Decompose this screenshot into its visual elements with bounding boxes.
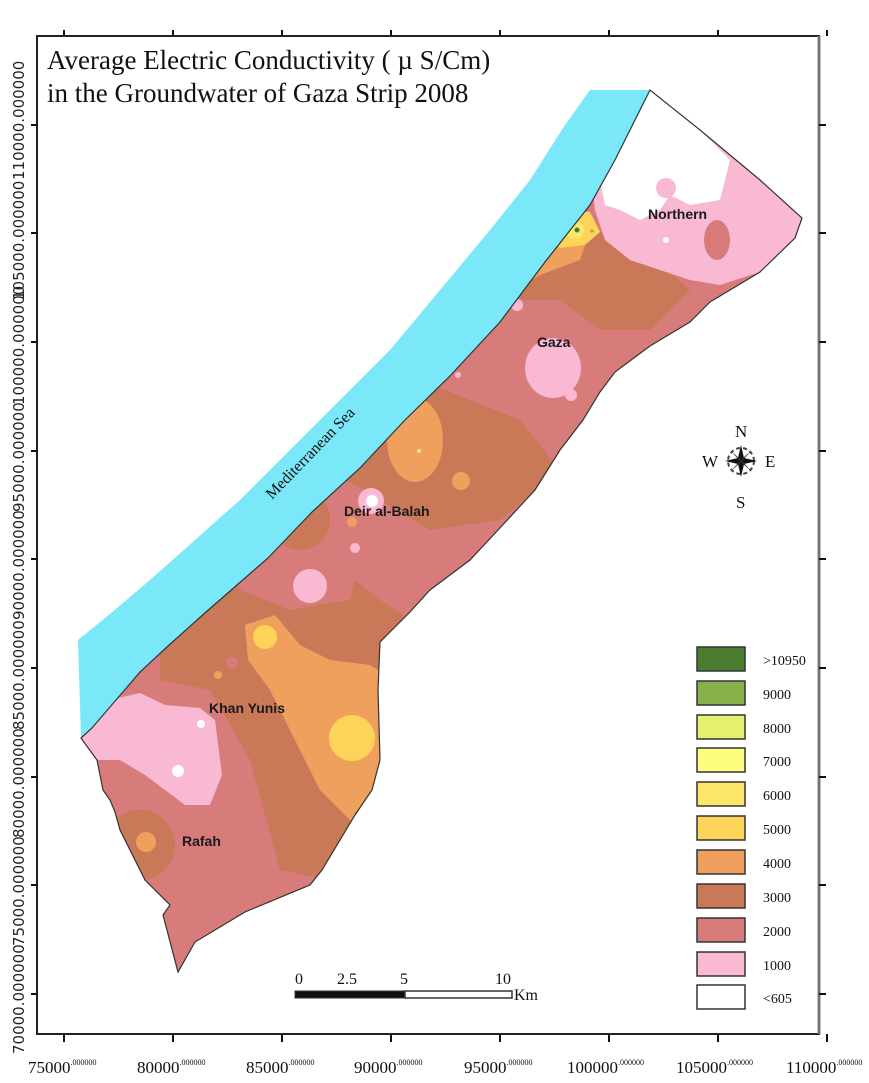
legend: >10950 9000 8000 7000 6000 5000 4000 30 (696, 646, 806, 1010)
scale-tick-5: 5 (400, 971, 408, 988)
y-tick-label: 90000.000000 (10, 510, 28, 620)
compass-west: W (702, 452, 719, 471)
scale-tick-10: 10 (495, 971, 511, 988)
map-title-line-2: in the Groundwater of Gaza Strip 2008 (47, 78, 469, 108)
y-axis-ticks (31, 124, 826, 995)
legend-item: 4000 (696, 849, 791, 875)
legend-label: 1000 (763, 959, 791, 974)
compass-south: S (736, 493, 745, 512)
gaza-strip-boundary (80, 89, 803, 974)
map-title: Average Electric Conductivity ( µ S/Cm) … (47, 44, 490, 110)
legend-item: 2000 (696, 917, 791, 943)
y-tick-label: 100000.000000 (10, 286, 28, 405)
legend-item: 9000 (696, 680, 791, 706)
mediterranean-sea (78, 90, 650, 738)
compass-north: N (735, 422, 747, 441)
scale-tick-0: 0 (295, 971, 303, 988)
place-label-deir-al-balah: Deir al-Balah (344, 503, 430, 519)
y-tick-label: 105000.000000 (10, 181, 28, 300)
legend-label: 3000 (763, 891, 791, 906)
place-label-gaza: Gaza (537, 334, 571, 350)
scale-bar: 0 2.5 5 10 Km (294, 971, 539, 1004)
y-tick-label: 75000.000000 (10, 836, 28, 946)
y-tick-label: 70000.000000 (10, 944, 28, 1054)
x-axis-labels: 75000.000000 80000.000000 85000.000000 9… (28, 1058, 862, 1077)
legend-item: 1000 (696, 951, 791, 977)
x-axis-ticks (63, 30, 828, 1042)
legend-label: 7000 (763, 755, 791, 770)
y-tick-label: 110000.000000 (10, 61, 28, 180)
scale-unit: Km (514, 987, 539, 1004)
compass-icon (725, 445, 757, 477)
compass-east: E (765, 452, 775, 471)
legend-label: <605 (763, 992, 792, 1007)
x-tick-label: 105000.000000 (676, 1058, 753, 1077)
legend-item: >10950 (696, 646, 806, 672)
x-tick-label: 90000.000000 (354, 1058, 423, 1077)
y-axis-labels: 110000.000000 105000.000000 100000.00000… (10, 61, 28, 1054)
x-tick-label: 100000.000000 (567, 1058, 644, 1077)
x-tick-label: 85000.000000 (246, 1058, 315, 1077)
legend-label: 8000 (763, 722, 791, 737)
x-tick-label: 80000.000000 (137, 1058, 206, 1077)
legend-label: 4000 (763, 857, 791, 872)
legend-label: 6000 (763, 789, 791, 804)
x-tick-label: 110000.000000 (786, 1058, 862, 1077)
legend-item: <605 (696, 984, 792, 1010)
scale-tick-2-5: 2.5 (337, 971, 357, 988)
x-tick-label: 75000.000000 (28, 1058, 97, 1077)
legend-label: 9000 (763, 688, 791, 703)
legend-label: >10950 (763, 654, 806, 669)
legend-label: 2000 (763, 925, 791, 940)
x-tick-label: 95000.000000 (464, 1058, 533, 1077)
legend-item: 5000 (696, 815, 791, 841)
legend-item: 3000 (696, 883, 791, 909)
map-title-line-1: Average Electric Conductivity ( µ S/Cm) (47, 45, 491, 75)
place-label-khan-yunis: Khan Yunis (209, 700, 285, 716)
compass-rose: N S E W (702, 422, 775, 512)
legend-item: 8000 (696, 714, 791, 740)
y-tick-label: 80000.000000 (10, 728, 28, 838)
place-label-rafah: Rafah (182, 833, 221, 849)
legend-label: 5000 (763, 823, 791, 838)
y-tick-label: 85000.000000 (10, 620, 28, 730)
y-tick-label: 95000.000000 (10, 402, 28, 512)
legend-item: 7000 (696, 747, 791, 773)
legend-item: 6000 (696, 781, 791, 807)
place-label-northern: Northern (648, 206, 707, 222)
